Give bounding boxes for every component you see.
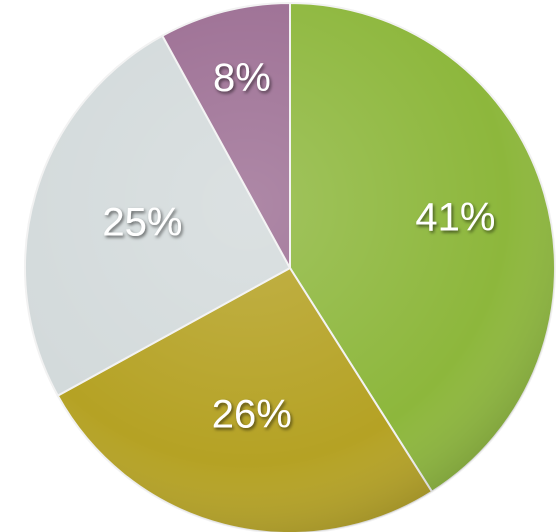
slice-label: 41%: [415, 196, 495, 240]
slice-label: 8%: [213, 56, 271, 100]
slice-label: 26%: [212, 392, 292, 436]
slice-label: 25%: [102, 201, 182, 245]
pie-labels: 41% 26% 25% 8%: [102, 56, 495, 436]
pie-wedges: [24, 1, 556, 532]
